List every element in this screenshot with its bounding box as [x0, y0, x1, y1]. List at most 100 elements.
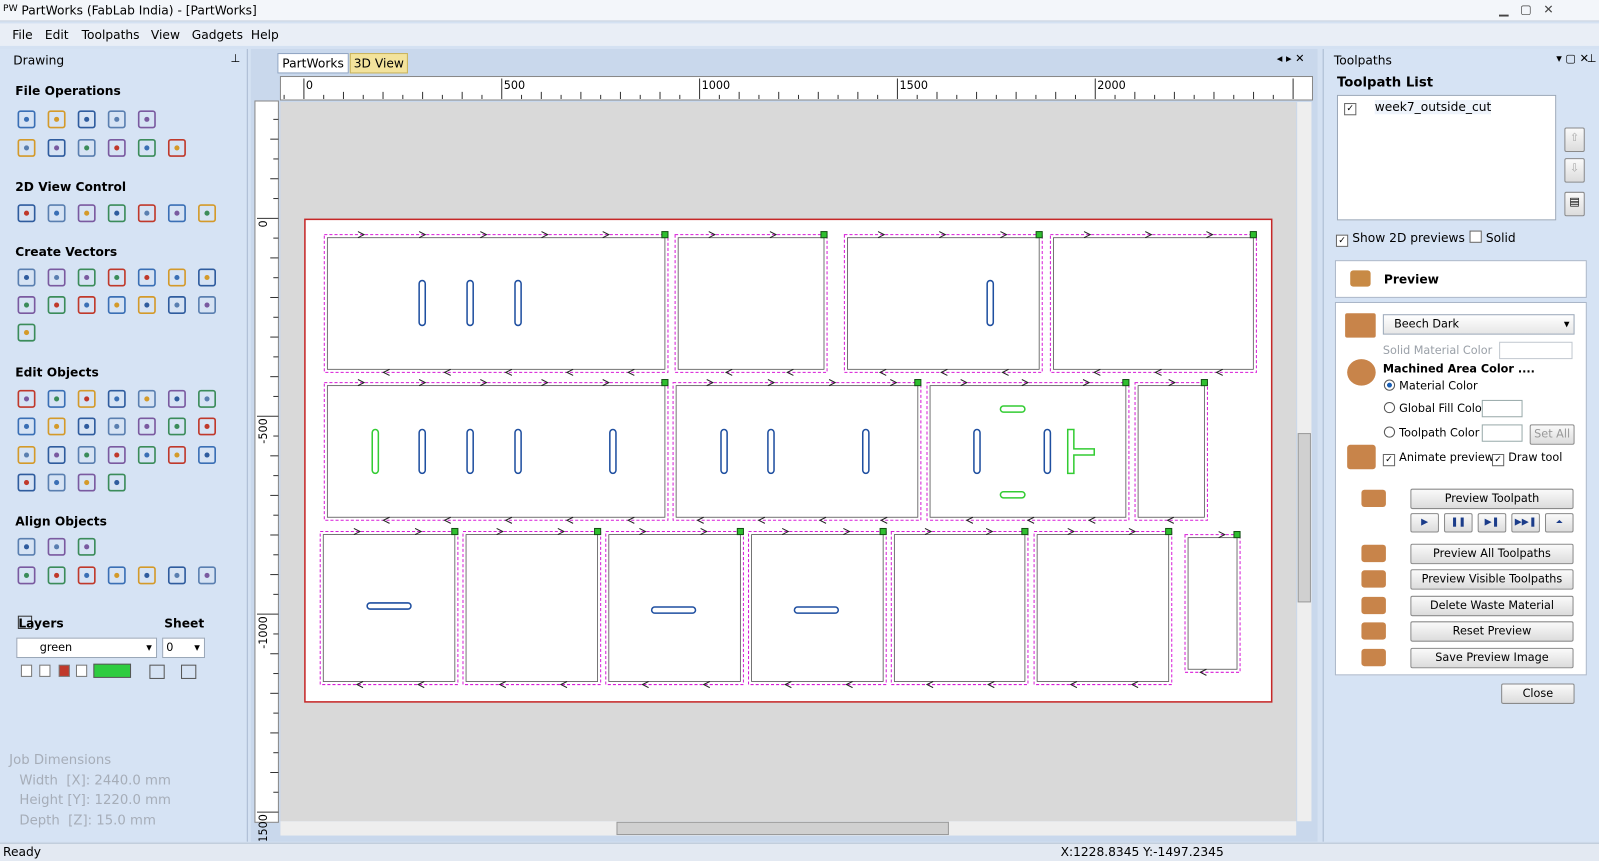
panel-controls[interactable]: ▾ ▢ ✕: [1556, 52, 1589, 66]
menu-item[interactable]: View: [150, 27, 180, 42]
tool-button[interactable]: [47, 566, 66, 585]
tool-button[interactable]: [47, 417, 66, 436]
tool-button[interactable]: [107, 296, 126, 315]
tab-controls[interactable]: ◂ ▸ ✕: [1276, 52, 1305, 66]
layer-dropdown[interactable]: green ▾: [16, 637, 158, 659]
tool-button[interactable]: [198, 204, 216, 223]
tool-button[interactable]: [47, 110, 66, 129]
layer-option[interactable]: [20, 664, 33, 677]
layer-tool[interactable]: [181, 664, 197, 679]
tool-button[interactable]: [47, 138, 66, 157]
tool-button[interactable]: [47, 537, 66, 556]
tool-button[interactable]: [77, 446, 96, 464]
tool-button[interactable]: [17, 296, 36, 315]
player-button[interactable]: ▶: [1410, 513, 1439, 533]
tool-button[interactable]: [198, 296, 216, 315]
pin[interactable]: ⊥: [1586, 52, 1597, 66]
part[interactable]: [1184, 531, 1241, 676]
tool-button[interactable]: [198, 268, 216, 287]
tool-button[interactable]: [107, 566, 126, 585]
toolpath-checkbox[interactable]: ✓: [1344, 103, 1357, 116]
tool-button[interactable]: [137, 566, 156, 585]
tool-button[interactable]: [77, 389, 96, 408]
move-up[interactable]: ⇧: [1564, 127, 1585, 153]
toolpath-info[interactable]: ▤: [1564, 191, 1585, 217]
player-button[interactable]: ▶▶❚: [1511, 513, 1540, 533]
part[interactable]: [1134, 379, 1208, 524]
tool-button[interactable]: [17, 204, 36, 223]
tool-button[interactable]: [77, 138, 96, 157]
pin[interactable]: ⊥: [230, 52, 241, 66]
menu-item[interactable]: Toolpaths: [81, 27, 140, 42]
tool-button[interactable]: [167, 296, 186, 315]
action-button[interactable]: Save Preview Image: [1410, 647, 1574, 669]
solid-checkbox[interactable]: Solid: [1469, 230, 1516, 245]
tool-button[interactable]: [77, 268, 96, 287]
tab-3d-view[interactable]: 3D View: [349, 53, 408, 74]
move-down[interactable]: ⇩: [1564, 158, 1585, 183]
tool-button[interactable]: [17, 537, 36, 556]
tool-button[interactable]: [107, 473, 126, 492]
action-button[interactable]: Reset Preview: [1410, 621, 1574, 642]
action-button[interactable]: Preview Visible Toolpaths: [1410, 569, 1574, 590]
color-swatch[interactable]: [1481, 424, 1523, 442]
color-option[interactable]: Toolpath Color: [1383, 426, 1479, 440]
part[interactable]: [323, 379, 669, 524]
tool-button[interactable]: [107, 417, 126, 436]
tool-button[interactable]: [47, 268, 66, 287]
tool-button[interactable]: [198, 389, 216, 408]
tool-button[interactable]: [17, 323, 36, 342]
tool-button[interactable]: [137, 417, 156, 436]
tool-button[interactable]: [137, 138, 156, 157]
tool-button[interactable]: [167, 389, 186, 408]
layer-color[interactable]: [93, 663, 132, 678]
tool-button[interactable]: [167, 268, 186, 287]
tool-button[interactable]: [167, 446, 186, 464]
color-swatch[interactable]: [1481, 399, 1523, 418]
part[interactable]: [926, 379, 1130, 524]
player-button[interactable]: ▶❚: [1477, 513, 1507, 533]
color-option[interactable]: Material Color: [1383, 379, 1478, 393]
radio[interactable]: [1383, 426, 1396, 438]
v-thumb[interactable]: [1297, 433, 1311, 603]
solid-color-swatch[interactable]: [1499, 341, 1573, 360]
tool-button[interactable]: [77, 537, 96, 556]
tool-button[interactable]: [137, 446, 156, 464]
radio[interactable]: [1383, 379, 1396, 391]
set-all[interactable]: Set All: [1529, 424, 1575, 445]
tool-button[interactable]: [17, 268, 36, 287]
tool-button[interactable]: [137, 389, 156, 408]
tool-button[interactable]: [107, 446, 126, 464]
tool-button[interactable]: [17, 473, 36, 492]
part[interactable]: [674, 231, 828, 376]
tool-button[interactable]: [198, 566, 216, 585]
show-2d-previews[interactable]: ✓ Show 2D previews: [1335, 231, 1465, 247]
part[interactable]: [672, 379, 922, 524]
tool-button[interactable]: [77, 417, 96, 436]
tool-button[interactable]: [17, 417, 36, 436]
tool-button[interactable]: [77, 566, 96, 585]
material-dropdown[interactable]: Beech Dark ▾: [1382, 314, 1575, 335]
toolpath-item[interactable]: ✓ week7_outside_cut: [1344, 99, 1492, 116]
tool-button[interactable]: [137, 268, 156, 287]
player-button[interactable]: ⏶: [1544, 513, 1574, 533]
part[interactable]: [323, 231, 669, 376]
action-button[interactable]: Delete Waste Material: [1410, 595, 1574, 617]
tool-button[interactable]: [107, 110, 126, 129]
tool-button[interactable]: [47, 204, 66, 223]
tool-button[interactable]: [17, 138, 36, 157]
sheet-dropdown[interactable]: 0 ▾: [162, 637, 205, 659]
action-button[interactable]: Preview All Toolpaths: [1410, 543, 1574, 565]
layer-option[interactable]: [58, 664, 70, 677]
tool-button[interactable]: [107, 268, 126, 287]
menu-item[interactable]: Edit: [44, 27, 69, 42]
tool-button[interactable]: [77, 110, 96, 129]
menu-item[interactable]: Gadgets: [191, 27, 243, 42]
tool-button[interactable]: [77, 296, 96, 315]
tool-button[interactable]: [17, 389, 36, 408]
tool-button[interactable]: [77, 204, 96, 223]
animate-preview[interactable]: ✓ Animate preview: [1382, 451, 1494, 467]
part[interactable]: [1049, 231, 1257, 376]
tool-button[interactable]: [167, 204, 186, 223]
tool-button[interactable]: [47, 473, 66, 492]
